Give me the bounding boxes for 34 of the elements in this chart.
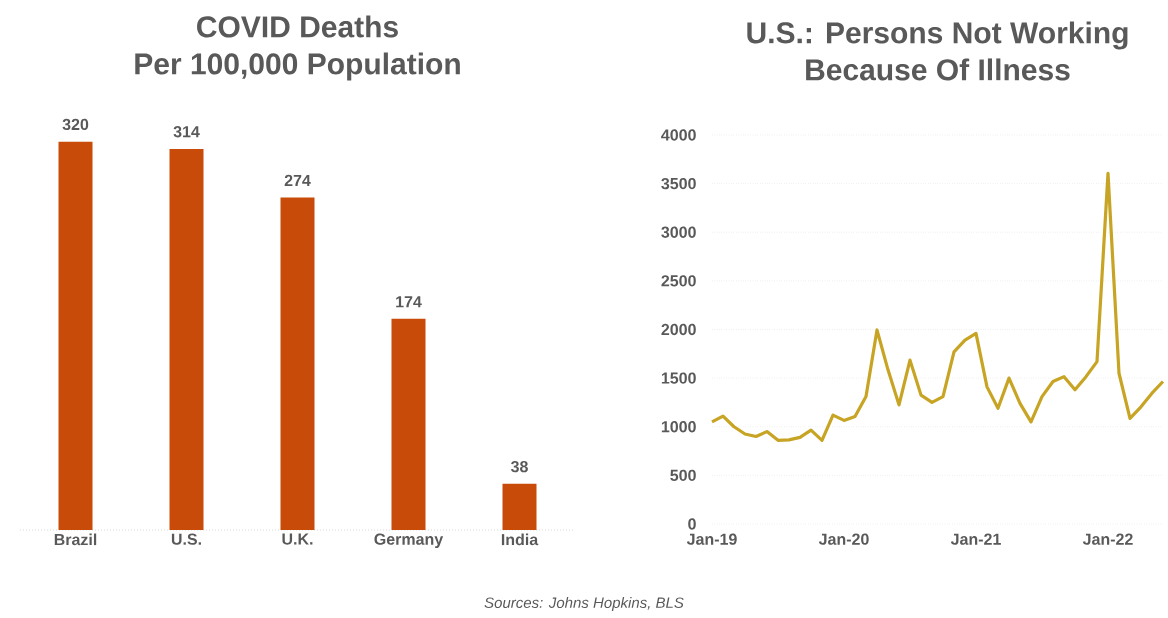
- bar: [169, 148, 204, 530]
- bar: [391, 318, 426, 530]
- x-tick-label: Jan-21: [950, 533, 1001, 545]
- y-tick-label: 500: [670, 469, 696, 482]
- x-tick-label: Jan-22: [1082, 533, 1133, 545]
- x-tick-label: Germany: [374, 533, 444, 549]
- y-tick-label: 4000: [661, 129, 696, 141]
- y-tick-label: 3500: [661, 177, 696, 190]
- y-tick-label: 1500: [661, 372, 696, 384]
- y-tick-label: 3000: [661, 226, 696, 238]
- chart-subtitle: Per 100,000 Population: [135, 52, 460, 81]
- data-label: 274: [284, 174, 311, 186]
- x-tick-label: Brazil: [54, 533, 97, 546]
- data-label: 174: [396, 296, 422, 308]
- y-tick-label: 1000: [661, 421, 696, 433]
- bar: [280, 197, 315, 530]
- chart-title: COVID Deaths: [197, 15, 398, 38]
- y-tick-label: 0: [688, 518, 696, 530]
- x-tick-label: Jan-19: [686, 533, 737, 545]
- line-series: [710, 171, 1165, 442]
- data-label: 314: [173, 126, 200, 138]
- x-tick-label: India: [501, 533, 539, 546]
- x-tick-label: Jan-20: [818, 533, 869, 545]
- chart-title: U.S.: Persons Not Working: [747, 21, 1128, 50]
- bar: [58, 141, 93, 530]
- x-tick-label: U.K.: [282, 533, 313, 545]
- source-note: Sources: Johns Hopkins, BLS: [484, 596, 684, 611]
- bar: [502, 483, 537, 530]
- y-tick-label: 2500: [661, 275, 696, 287]
- x-tick-label: U.S.: [171, 533, 201, 545]
- chart-subtitle: Because Of Illness: [806, 58, 1070, 81]
- data-label: 320: [62, 118, 89, 131]
- y-tick-label: 2000: [661, 323, 696, 336]
- data-label: 38: [510, 460, 528, 473]
